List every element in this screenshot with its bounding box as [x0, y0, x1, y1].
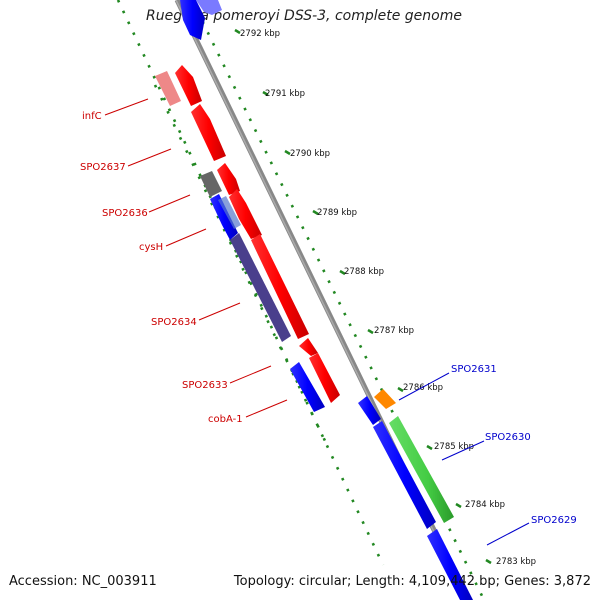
gene-feature[interactable]: [218, 196, 241, 229]
gene-feature-spo2629[interactable]: [427, 529, 473, 600]
gene-feature[interactable]: [374, 389, 396, 409]
left-leader-lines: [104, 98, 288, 418]
gene-label-spo2630: SPO2630: [485, 432, 531, 443]
gene-feature[interactable]: [229, 189, 262, 239]
tick-label: 2787 kbp: [374, 326, 414, 336]
gene-feature[interactable]: [196, 0, 222, 15]
gene-label-spo2636: SPO2636: [102, 208, 148, 219]
tick-label: 2788 kbp: [344, 267, 384, 277]
middle-dotted-ring: [153, 84, 329, 446]
tick-label: 2783 kbp: [496, 557, 536, 567]
gene-feature[interactable]: [217, 163, 240, 195]
gene-feature[interactable]: [251, 234, 309, 339]
right-leader-lines: [398, 372, 530, 546]
gene-feature[interactable]: [180, 0, 205, 40]
gene-feature[interactable]: [309, 353, 340, 403]
tick-labels: 2792 kbp 2791 kbp 2790 kbp 2789 kbp 2788…: [240, 29, 536, 567]
gene-label-coba1: cobA-1: [208, 414, 243, 425]
gene-label-spo2629: SPO2629: [531, 515, 577, 526]
gene-feature[interactable]: [175, 65, 202, 106]
tick-label: 2784 kbp: [465, 500, 505, 510]
gene-feature[interactable]: [358, 396, 381, 425]
left-gene-labels: infC SPO2637 SPO2636 cysH SPO2634 SPO263…: [80, 111, 243, 425]
map-title: Ruegeria pomeroyi DSS-3, complete genome: [146, 8, 462, 24]
gene-feature-spo2631[interactable]: [389, 416, 454, 523]
gene-feature-infc[interactable]: [155, 71, 181, 106]
gene-feature-coba1[interactable]: [290, 362, 325, 412]
tick-marks: [234, 28, 492, 565]
accession-label: Accession: NC_003911: [9, 574, 157, 589]
tick-label: 2790 kbp: [290, 149, 330, 159]
gene-label-spo2634: SPO2634: [151, 317, 197, 328]
gene-feature-spo2637[interactable]: [191, 104, 226, 161]
gene-feature-spo2630[interactable]: [373, 421, 436, 529]
tick-label: 2792 kbp: [240, 29, 280, 39]
gene-label-spo2631: SPO2631: [451, 364, 497, 375]
gene-feature-cysh[interactable]: [210, 194, 238, 240]
gene-label-spo2633: SPO2633: [182, 380, 228, 391]
tick-label: 2789 kbp: [317, 208, 357, 218]
gene-feature-spo2636[interactable]: [200, 171, 222, 197]
gene-feature-spo2633[interactable]: [299, 338, 318, 356]
right-gene-labels: SPO2631 SPO2630 SPO2629: [451, 364, 577, 526]
gene-feature-spo2634[interactable]: [230, 233, 291, 342]
tick-label: 2785 kbp: [434, 442, 474, 452]
gene-label-spo2637: SPO2637: [80, 162, 126, 173]
genome-summary-label: Topology: circular; Length: 4,109,442 bp…: [233, 574, 591, 589]
tick-label: 2786 kbp: [403, 383, 443, 393]
gene-label-infc: infC: [82, 111, 102, 122]
gene-label-cysh: cysH: [139, 242, 163, 253]
tick-label: 2791 kbp: [265, 89, 305, 99]
